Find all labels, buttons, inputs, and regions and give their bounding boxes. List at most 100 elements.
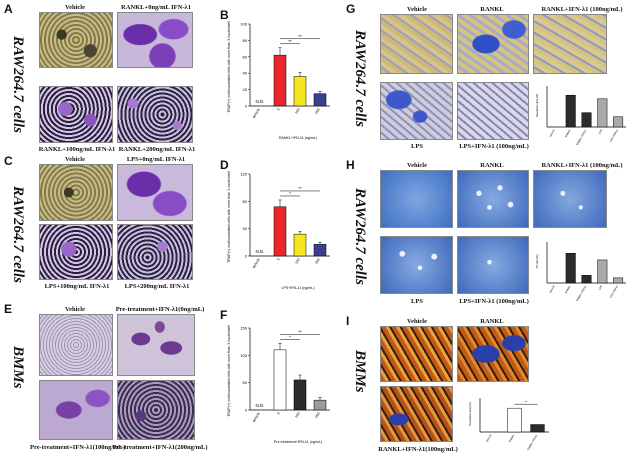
category-label: 0 — [276, 412, 280, 416]
bar — [581, 275, 592, 284]
significance-mark: * — [289, 334, 291, 339]
y-tick-label: 80 — [243, 38, 248, 43]
micrograph-h-lps-ifn — [457, 236, 529, 294]
bar — [313, 399, 327, 411]
panel-g-caption-1: Vehicle — [407, 6, 427, 13]
bar — [273, 54, 287, 107]
bar — [293, 379, 307, 411]
y-tick-label: 120 — [240, 172, 247, 177]
category-label: 200 — [314, 412, 320, 419]
bar — [293, 76, 307, 107]
y-tick-label: 0 — [245, 254, 248, 259]
micrograph-e-vehicle — [39, 314, 113, 376]
bar — [565, 94, 576, 128]
category-label: RANKL — [564, 128, 572, 138]
panel-g-caption-4: LPS — [411, 143, 423, 150]
panel-a-caption-3: RANKL+100ng/mL IFN-λ1 — [38, 146, 116, 153]
panel-a-side-label: RAW264.7 cells — [10, 36, 26, 133]
bar — [273, 349, 287, 411]
category-label: LPS — [597, 128, 603, 134]
chart-f: TRAP(+) multinucleated cells with more t… — [227, 325, 330, 444]
micrograph-i-vehicle — [380, 326, 453, 382]
category-label: RANKL+IFN-λ1 — [575, 284, 588, 301]
micrograph-a-rankl-200 — [117, 86, 193, 143]
significance-mark: * — [289, 191, 291, 196]
panel-i-caption-1: Vehicle — [407, 318, 427, 325]
micrograph-i-rankl — [457, 326, 529, 382]
panel-c-side-label: RAW264.7 cells — [10, 186, 26, 283]
y-tick-label: 80 — [243, 199, 248, 204]
category-label: RANKL — [564, 284, 572, 294]
panel-c-caption-1: Vehicle — [65, 156, 85, 163]
panel-i-caption-2: RANKL — [480, 318, 504, 325]
y-tick-label: 40 — [243, 71, 248, 76]
micrograph-c-lps-100 — [39, 224, 113, 280]
category-label: RANKL+IFN-λ1 — [575, 128, 588, 145]
micrograph-a-rankl-100 — [39, 86, 113, 143]
panel-h-caption-4: LPS — [411, 298, 423, 305]
category-label: RANKL+IFN-λ1 — [526, 433, 539, 450]
panel-h-caption-1: Vehicle — [407, 162, 427, 169]
y-tick-label: 40 — [243, 226, 248, 231]
bar — [597, 98, 608, 128]
category-label: Vehicle — [252, 412, 261, 424]
panel-h-caption-5: LPS+IFN-λ1 (100ng/mL) — [459, 298, 529, 305]
x-axis-label: Pre-treatment+IFN-λ1 (ng/mL) — [274, 440, 322, 444]
micrograph-c-vehicle — [39, 164, 113, 221]
significance-mark: ** — [525, 400, 528, 404]
panel-c-caption-3: LPS+100ng/mL IFN-λ1 — [44, 283, 110, 290]
panel-label-b: B — [220, 8, 229, 22]
chart-h: Pit area (%) Vehicle RANKL RANKL+IFN-λ1 LPS L… — [535, 242, 626, 301]
panel-label-a: A — [4, 2, 13, 16]
panel-label-e: E — [4, 302, 13, 316]
category-label: 100 — [294, 412, 300, 419]
y-axis-label: TRAP(+) multinucleated cells with more t… — [227, 171, 231, 263]
chart-i: Resorption area (%) Vehicle RANKL RANKL+IFN… — [468, 398, 549, 450]
category-label: 100 — [294, 258, 300, 265]
category-label: RANKL — [508, 433, 516, 443]
category-label: Vehicle — [252, 108, 261, 120]
bar — [273, 206, 287, 257]
micrograph-i-rankl-ifn — [380, 386, 453, 442]
panel-i-caption-3: RANKL+IFN-λ1(100ng/mL) — [378, 446, 458, 453]
y-tick-label: 100 — [240, 22, 247, 27]
micrograph-e-pretreat-200 — [117, 380, 195, 440]
micrograph-a-rankl-0 — [117, 12, 193, 68]
y-axis-label: Pit area (%) — [535, 255, 539, 269]
category-label: LPS+IFN-λ1 — [608, 284, 619, 299]
micrograph-h-rankl-ifn — [533, 170, 607, 228]
micrograph-h-rankl — [457, 170, 529, 228]
micrograph-e-pretreat-100 — [39, 380, 113, 440]
y-tick-label: 0 — [245, 104, 248, 109]
panel-label-d: D — [220, 158, 229, 172]
category-label: 100 — [294, 108, 300, 115]
category-label: Vehicle — [548, 128, 556, 138]
bar — [581, 112, 592, 128]
micrograph-e-pretreat-0 — [117, 314, 195, 376]
chart-g: Resorption area (%) Vehicle RANKL RANKL+IFN… — [535, 86, 626, 145]
panel-c-caption-2: LPS+0ng/mL IFN-λ1 — [126, 156, 186, 163]
micrograph-g-lps-ifn — [457, 82, 529, 140]
bar — [613, 116, 624, 128]
micrograph-g-rankl-ifn — [533, 14, 607, 74]
panel-label-f: F — [220, 308, 228, 322]
micrograph-g-lps — [380, 82, 453, 140]
bar — [613, 277, 624, 284]
panel-e-caption-4: Pre-treatment+IFN-λ1(200ng/mL) — [112, 444, 208, 451]
panel-h-side-label: RAW264.7 cells — [352, 188, 368, 285]
bar — [507, 407, 522, 433]
panel-g-caption-2: RANKL — [480, 6, 504, 13]
y-axis-label: TRAP(+) multinucleated cells with more t… — [227, 325, 231, 417]
panel-a-caption-4: RANKL+200ng/mL IFN-λ1 — [118, 146, 196, 153]
category-label: LPS+IFN-λ1 — [608, 128, 619, 143]
category-label: LPS — [597, 284, 603, 290]
panel-i-side-label: BMMs — [352, 350, 368, 393]
y-axis-label: Resorption area (%) — [535, 94, 539, 117]
panel-g-caption-3: RANKL+IFN-λ1 (100ng/mL) — [541, 6, 623, 13]
significance-mark: ** — [298, 329, 302, 334]
y-tick-label: 60 — [243, 54, 248, 59]
panel-e-caption-1: Vehicle — [65, 306, 85, 313]
micrograph-g-rankl — [457, 14, 529, 74]
nd-label: N.D. — [256, 249, 265, 254]
y-tick-label: 150 — [240, 326, 247, 331]
